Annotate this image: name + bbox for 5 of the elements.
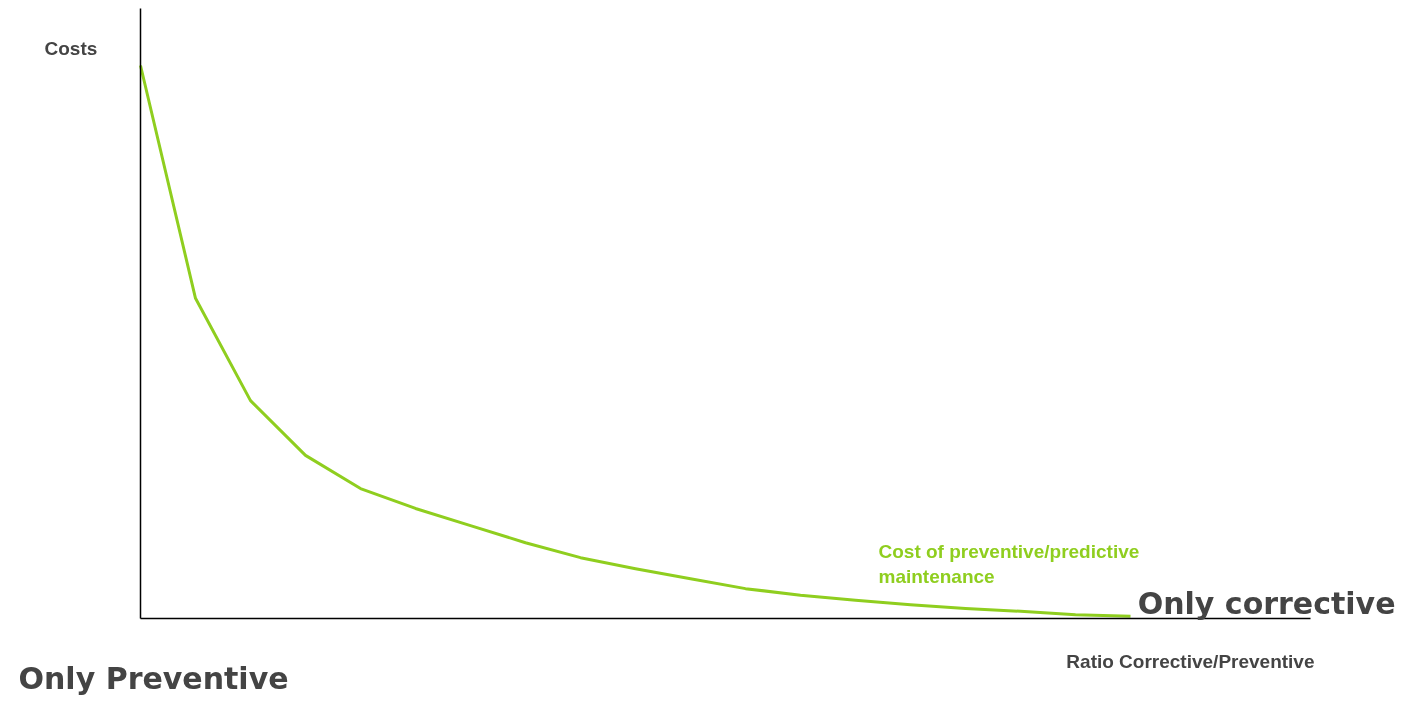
annotation: Only corrective [1137,586,1396,621]
series-label: Cost of preventive/predictive maintenance [878,540,1140,587]
x-axis-title: Ratio Corrective/Preventive [1066,651,1315,672]
y-axis-title: Costs [44,38,98,59]
text: Only Preventive [18,661,289,696]
